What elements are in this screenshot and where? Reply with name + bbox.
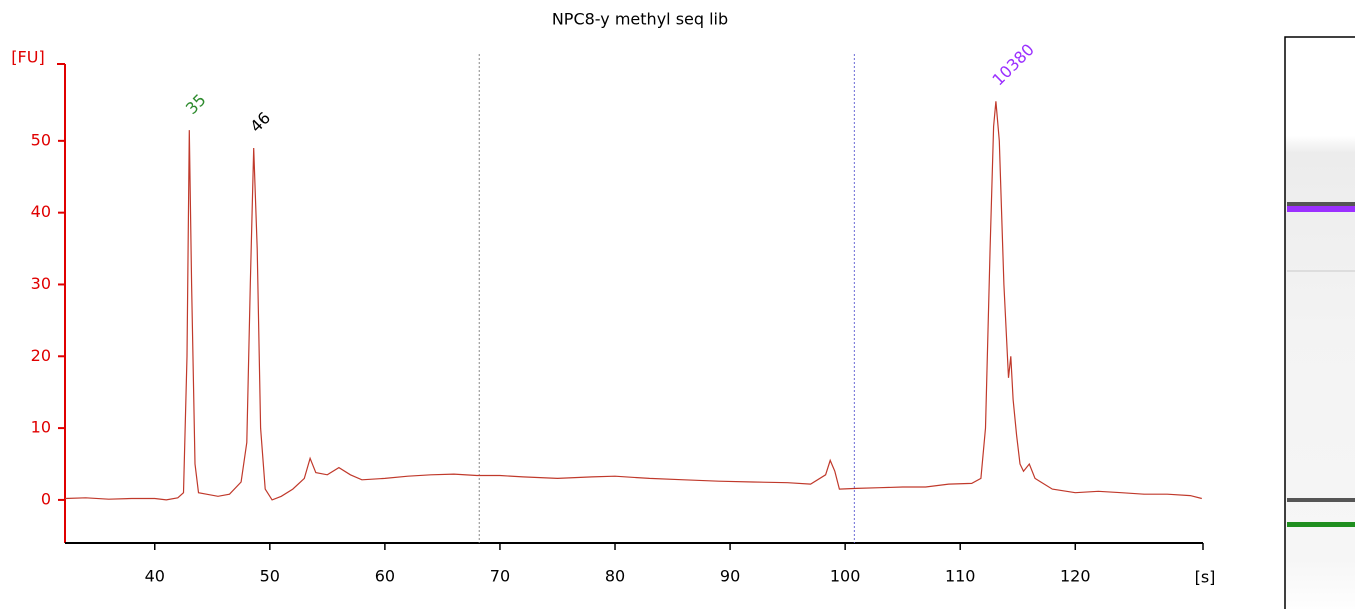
peak-label: 46 [246, 108, 274, 136]
y-axis-label: [FU] [11, 48, 44, 67]
peak-label: 10380 [988, 40, 1037, 89]
peak-label: 35 [182, 90, 210, 118]
trace [64, 101, 1202, 501]
y-tick-label: 10 [31, 418, 51, 437]
x-axis-label: [s] [1195, 568, 1216, 587]
y-tick-label: 20 [31, 346, 51, 365]
y-tick-label: 50 [31, 130, 51, 149]
y-tick-label: 40 [31, 202, 51, 221]
x-tick-label: 80 [605, 567, 625, 586]
x-tick-label: 40 [145, 567, 165, 586]
x-tick-label: 100 [830, 567, 861, 586]
x-tick-label: 50 [260, 567, 280, 586]
y-tick-label: 30 [31, 274, 51, 293]
chart-title: NPC8-y methyl seq lib [552, 10, 728, 29]
x-tick-label: 60 [375, 567, 395, 586]
x-tick-label: 70 [490, 567, 510, 586]
x-tick-label: 110 [945, 567, 976, 586]
y-tick-label: 0 [41, 489, 51, 508]
x-tick-label: 90 [720, 567, 740, 586]
gel-lane [1284, 36, 1355, 609]
x-tick-label: 120 [1060, 567, 1091, 586]
